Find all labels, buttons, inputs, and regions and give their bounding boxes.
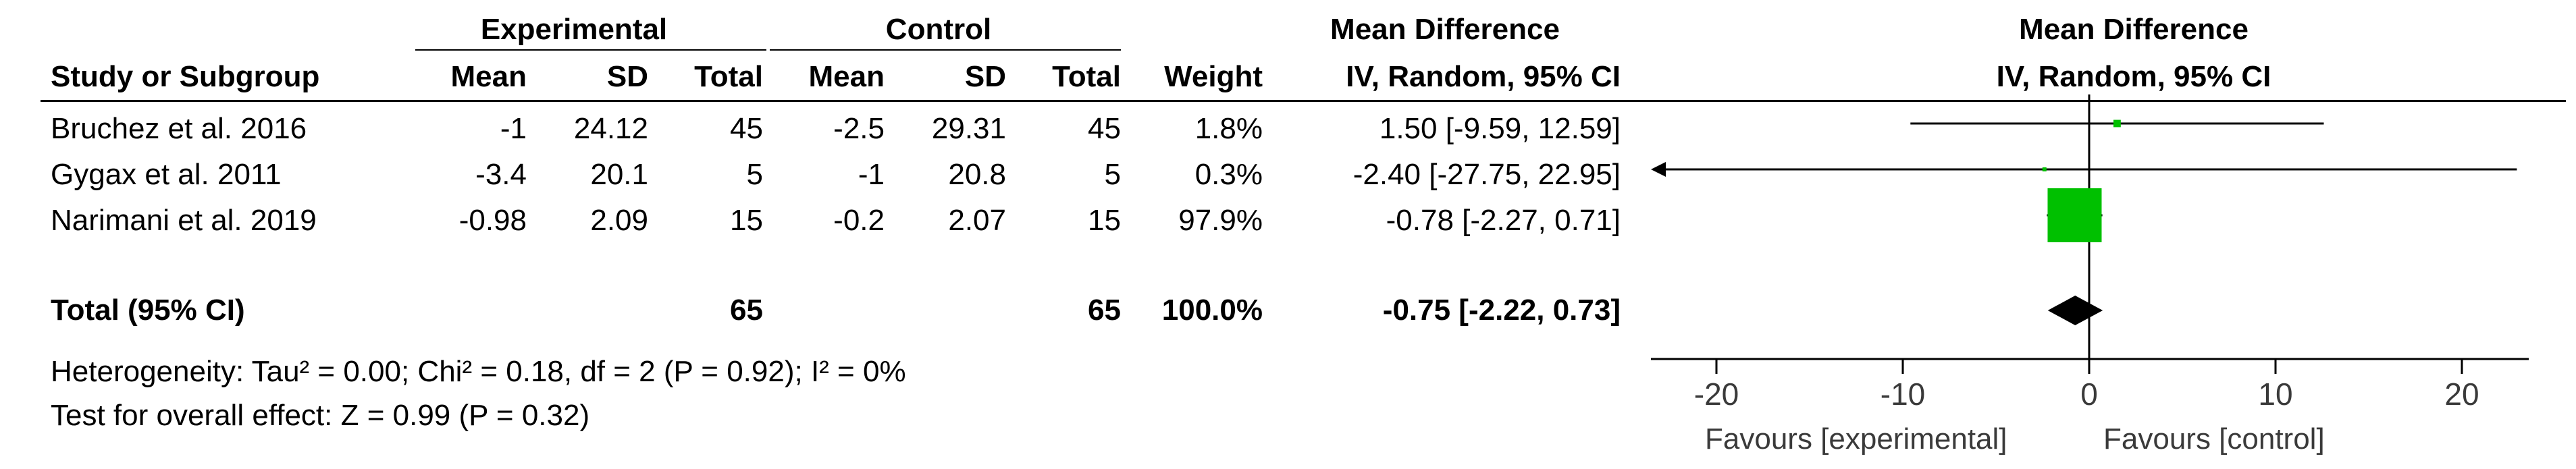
e-sd-header: SD — [606, 60, 648, 93]
plot-title: Mean Difference — [2019, 13, 2249, 46]
weight: 97.9% — [1178, 204, 1263, 237]
x-tick-label: -20 — [1694, 377, 1739, 412]
e-sd: 2.09 — [590, 204, 648, 237]
study-name: Bruchez et al. 2016 — [51, 112, 307, 145]
control-group-header: Control — [885, 13, 992, 46]
c-total: 5 — [1104, 158, 1121, 191]
c-total: 45 — [1088, 112, 1121, 145]
study-marker — [2113, 119, 2121, 128]
x-tick-label: 10 — [2258, 377, 2292, 412]
heterogeneity-text: Heterogeneity: Tau² = 0.00; Chi² = 0.18,… — [51, 355, 906, 388]
total-e-total: 65 — [730, 294, 763, 327]
c-sd-header: SD — [964, 60, 1006, 93]
md-ci: -0.78 [-2.27, 0.71] — [1386, 204, 1621, 237]
e-total: 15 — [730, 204, 763, 237]
md-column-title: Mean Difference — [1330, 13, 1560, 46]
study-column-header: Study or Subgroup — [51, 60, 320, 93]
e-mean-header: Mean — [450, 60, 527, 93]
total-md-ci: -0.75 [-2.22, 0.73] — [1382, 294, 1621, 327]
control-header-underline — [770, 49, 1121, 51]
c-sd: 20.8 — [948, 158, 1006, 191]
x-tick-label: -10 — [1881, 377, 1925, 412]
study-marker — [2042, 167, 2047, 171]
c-mean: -0.2 — [833, 204, 885, 237]
favours-control-label: Favours [control] — [2103, 422, 2325, 456]
x-tick-label: 0 — [2080, 377, 2098, 412]
e-total: 45 — [730, 112, 763, 145]
overall-effect-text: Test for overall effect: Z = 0.99 (P = 0… — [51, 399, 590, 432]
x-tick-label: 20 — [2444, 377, 2479, 412]
experimental-header-underline — [415, 49, 766, 51]
e-total-header: Total — [694, 60, 763, 93]
total-c-total: 65 — [1088, 294, 1121, 327]
c-sd: 29.31 — [931, 112, 1006, 145]
e-sd: 20.1 — [590, 158, 648, 191]
plot-method-header: IV, Random, 95% CI — [1996, 60, 2271, 93]
favours-experimental-label: Favours [experimental] — [1705, 422, 2007, 456]
c-mean: -2.5 — [833, 112, 885, 145]
e-sd: 24.12 — [573, 112, 648, 145]
e-mean: -3.4 — [475, 158, 527, 191]
weight-header: Weight — [1164, 60, 1263, 93]
c-sd: 2.07 — [948, 204, 1006, 237]
e-total: 5 — [746, 158, 763, 191]
md-method-header: IV, Random, 95% CI — [1346, 60, 1621, 93]
study-name: Narimani et al. 2019 — [51, 204, 317, 237]
c-total: 15 — [1088, 204, 1121, 237]
e-mean: -1 — [500, 112, 527, 145]
c-total-header: Total — [1052, 60, 1121, 93]
e-mean: -0.98 — [458, 204, 527, 237]
weight: 0.3% — [1194, 158, 1263, 191]
experimental-group-header: Experimental — [480, 13, 668, 46]
pooled-diamond — [2047, 296, 2103, 325]
weight: 1.8% — [1194, 112, 1263, 145]
md-ci: -2.40 [-27.75, 22.95] — [1352, 158, 1621, 191]
study-marker — [2047, 188, 2102, 242]
c-mean-header: Mean — [808, 60, 885, 93]
c-mean: -1 — [858, 158, 885, 191]
study-name: Gygax et al. 2011 — [51, 158, 282, 191]
total-label: Total (95% CI) — [51, 294, 245, 327]
total-weight: 100.0% — [1161, 294, 1263, 327]
header-bottom-rule — [41, 100, 2566, 102]
md-ci: 1.50 [-9.59, 12.59] — [1379, 112, 1621, 145]
ci-arrow-left — [1651, 162, 1666, 177]
